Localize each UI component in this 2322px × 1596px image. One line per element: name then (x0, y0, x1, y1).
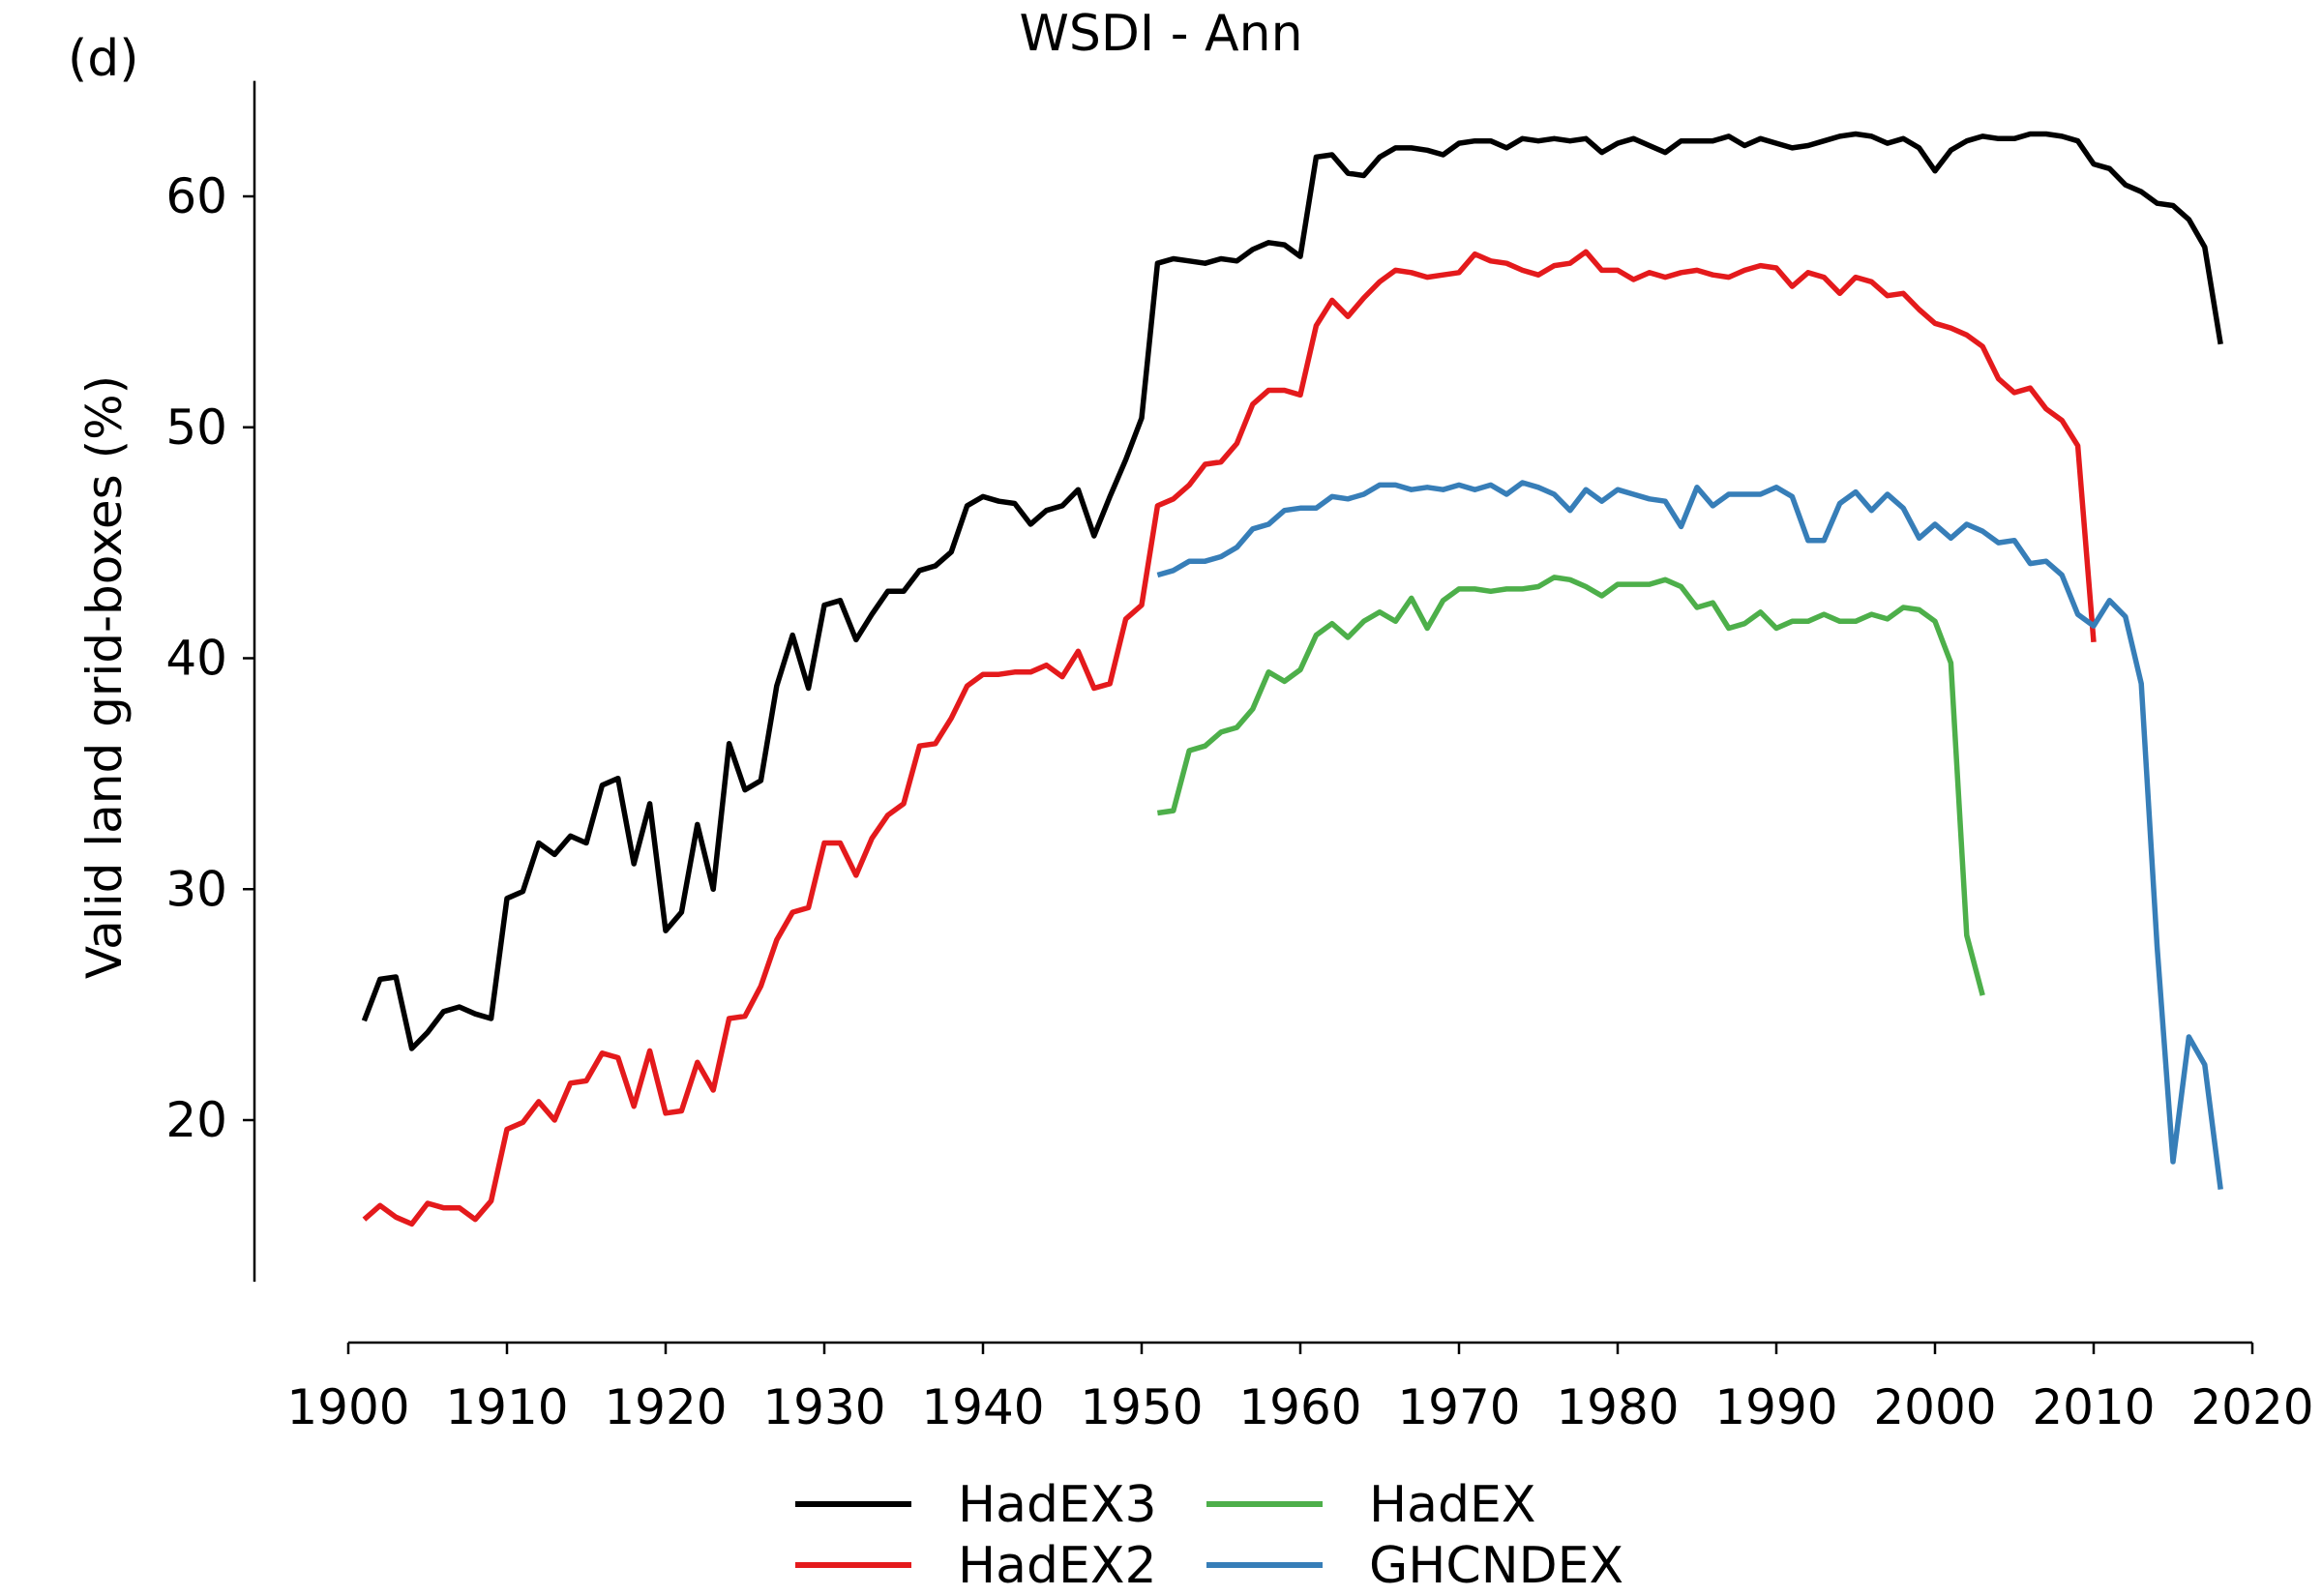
series-line-hadex3 (361, 131, 2223, 1051)
y-axis-label: Valid land grid-boxes (%) (76, 375, 133, 979)
x-tick-label: 2020 (2190, 1379, 2313, 1435)
chart-title: WSDI - Ann (1019, 5, 1302, 63)
y-tick-label: 40 (165, 631, 227, 687)
y-tick-label: 50 (165, 399, 227, 456)
x-tick-label: 1990 (1714, 1379, 1837, 1435)
legend-label-hadex3: HadEX3 (958, 1476, 1157, 1534)
series-line-ghcndex (1156, 480, 2223, 1190)
x-axis: 1900 1910 1920 1930 1940 1950 1960 1970 1980 1990… (286, 1341, 2314, 1435)
x-tick-label: 1910 (445, 1379, 568, 1435)
x-tick-label: 1980 (1556, 1379, 1679, 1435)
series-line-hadex (1157, 575, 1985, 996)
x-tick-label: 1900 (286, 1379, 409, 1435)
y-tick-label: 20 (165, 1092, 227, 1148)
panel-label: (d) (68, 30, 139, 88)
x-tick-label: 2000 (1873, 1379, 1996, 1435)
y-tick-label: 60 (165, 168, 227, 224)
x-tick-label: 1920 (604, 1379, 727, 1435)
series-line-hadex2 (362, 249, 2097, 1227)
x-tick-label: 1950 (1080, 1379, 1203, 1435)
legend-label-hadex: HadEX (1369, 1476, 1535, 1534)
y-axis: 20 30 40 50 60 (165, 80, 256, 1283)
x-tick-label: 1970 (1397, 1379, 1520, 1435)
plot-area (361, 131, 2223, 1227)
y-tick-label: 30 (165, 861, 227, 917)
legend-label-ghcndex: GHCNDEX (1369, 1537, 1623, 1595)
x-tick-label: 1960 (1238, 1379, 1361, 1435)
legend-label-hadex2: HadEX2 (958, 1537, 1157, 1595)
legend: HadEX3 HadEX HadEX2 GHCNDEX (795, 1476, 1623, 1595)
x-tick-label: 1940 (921, 1379, 1044, 1435)
x-tick-label: 1930 (762, 1379, 885, 1435)
x-tick-label: 2010 (2032, 1379, 2155, 1435)
